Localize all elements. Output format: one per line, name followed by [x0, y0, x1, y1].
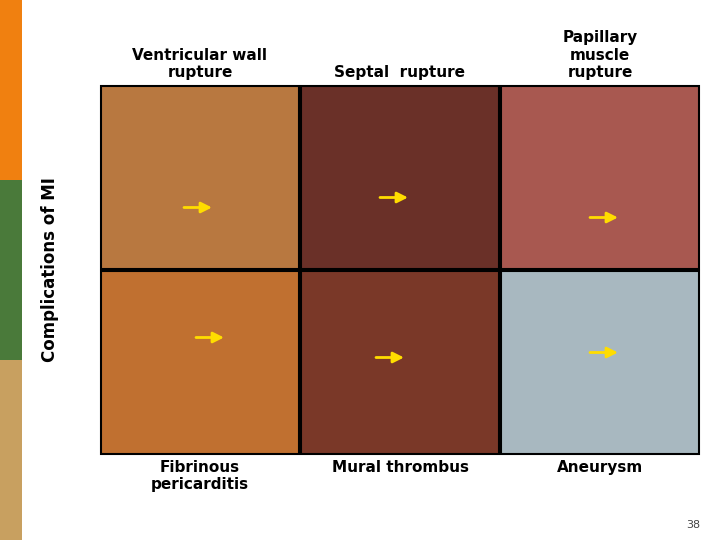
Text: Papillary
muscle
rupture: Papillary muscle rupture: [562, 30, 638, 80]
Bar: [0, 360, 22, 540]
Bar: [0, 0, 22, 180]
Text: Fibrinous
pericarditis: Fibrinous pericarditis: [151, 460, 249, 492]
Bar: [0, 180, 22, 360]
Text: Aneurysm: Aneurysm: [557, 460, 643, 475]
Bar: [501, 271, 699, 454]
Bar: [501, 86, 699, 269]
Bar: [301, 271, 499, 454]
Bar: [301, 86, 499, 269]
Text: 38: 38: [686, 520, 700, 530]
Bar: [101, 271, 299, 454]
Bar: [101, 86, 299, 269]
Text: Ventricular wall
rupture: Ventricular wall rupture: [132, 48, 268, 80]
Text: Septal  rupture: Septal rupture: [335, 65, 466, 80]
Text: Mural thrombus: Mural thrombus: [331, 460, 469, 475]
Text: Complications of MI: Complications of MI: [41, 178, 59, 362]
